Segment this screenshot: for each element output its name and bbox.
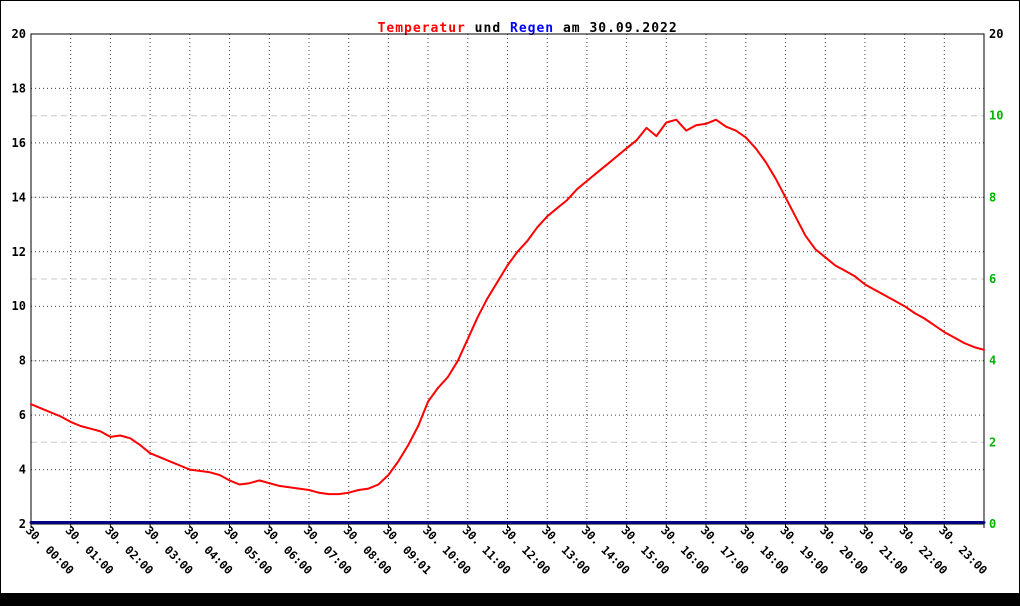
y-axis-label-left: 6 xyxy=(19,408,26,422)
y-axis-label-left: 18 xyxy=(12,81,26,95)
chart-title: Temperatur und Regen am 30.09.2022 xyxy=(1,6,1019,51)
title-date: am 30.09.2022 xyxy=(554,21,678,36)
y-axis-label-left: 8 xyxy=(19,354,26,368)
y-axis-label-left: 20 xyxy=(12,27,26,41)
title-und: und xyxy=(465,21,510,36)
y-axis-label-right-top: 20 xyxy=(989,27,1003,41)
y-axis-label-left: 4 xyxy=(19,463,26,477)
title-temperatur: Temperatur xyxy=(377,21,466,36)
y-axis-label-right: 0 xyxy=(989,517,996,531)
y-axis-label-left: 16 xyxy=(12,136,26,150)
y-axis-label-left: 12 xyxy=(12,245,26,259)
y-axis-label-right: 10 xyxy=(989,109,1003,123)
y-axis-label-right: 6 xyxy=(989,272,996,286)
title-regen: Regen xyxy=(510,21,555,36)
y-axis-label-left: 10 xyxy=(12,299,26,313)
y-axis-label-right: 2 xyxy=(989,435,996,449)
y-axis-label-right: 8 xyxy=(989,190,996,204)
y-axis-label-left: 2 xyxy=(19,517,26,531)
y-axis-label-left: 14 xyxy=(12,190,26,204)
footer-bar: Letzte Aktualisierung: 01.10.2022, 00:01… xyxy=(1,593,1019,605)
y-axis-label-right: 4 xyxy=(989,354,996,368)
temperature-line xyxy=(30,118,985,496)
